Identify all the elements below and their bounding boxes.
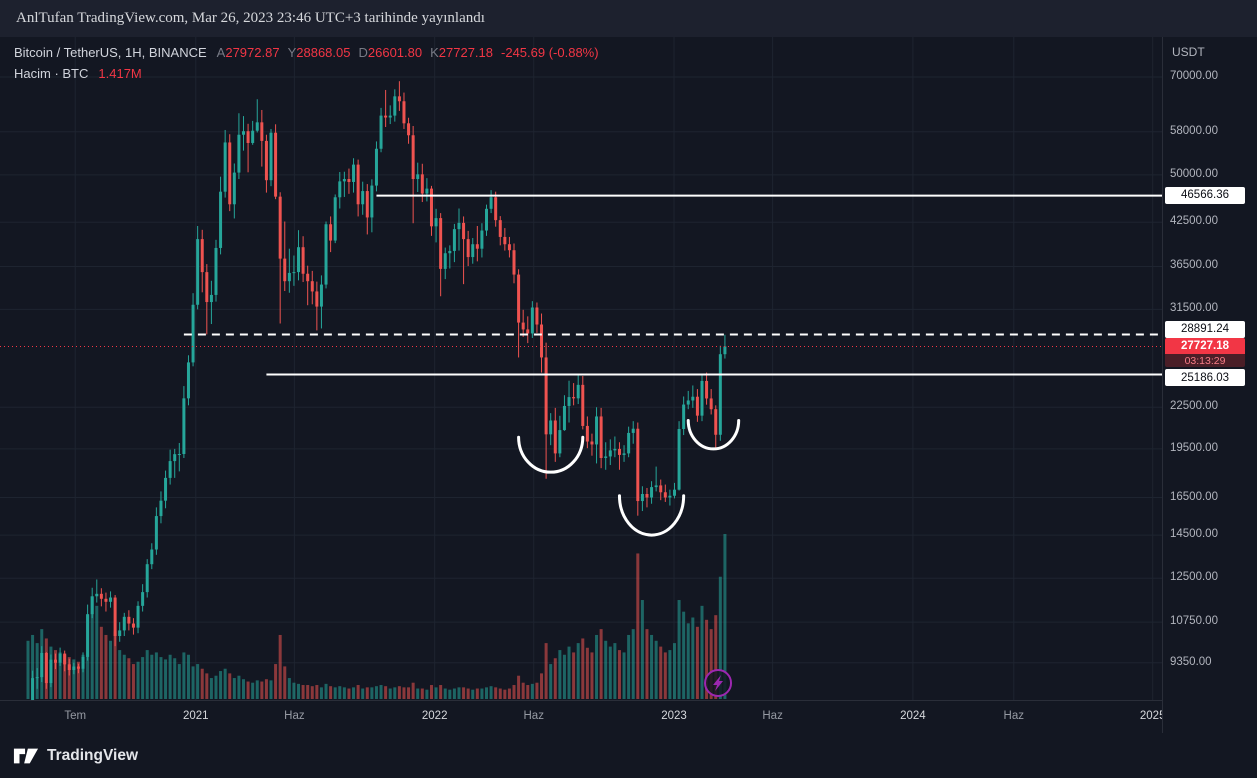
- time-axis-label: 2024: [900, 710, 926, 722]
- time-axis[interactable]: Tem 2021 Haz 2022 Haz 2023 Haz 2024 Haz 2025: [0, 700, 1162, 733]
- price-tick-label: 22500.00: [1170, 400, 1218, 413]
- price-tick-label: 31500.00: [1170, 302, 1218, 315]
- ohlc-low: D26601.80: [358, 45, 423, 60]
- price-tick-label: 12500.00: [1170, 571, 1218, 584]
- tradingview-logo-link[interactable]: TradingView: [13, 745, 138, 767]
- price-tick-label: 42500.00: [1170, 215, 1218, 228]
- price-tick-label: 14500.00: [1170, 528, 1218, 541]
- price-axis[interactable]: USDT 70000.00 58000.00 50000.00 42500.00 365…: [1162, 37, 1257, 733]
- last-price-tag: 27727.18 03:13:29: [1165, 338, 1245, 368]
- volume-value: 1.417M: [98, 66, 142, 81]
- time-axis-label: 2023: [661, 710, 687, 722]
- ohlc-high: Y28868.05: [287, 45, 351, 60]
- currency-label: USDT: [1172, 45, 1205, 59]
- drawing-arcs[interactable]: [517, 418, 741, 537]
- level-price-tag: 25186.03: [1165, 369, 1245, 387]
- price-tick-label: 50000.00: [1170, 167, 1218, 180]
- price-tick-label: 9350.00: [1170, 655, 1212, 668]
- chart-pane[interactable]: Bitcoin / TetherUS, 1H, BINANCE A27972.8…: [0, 37, 1162, 700]
- time-axis-label: 2022: [421, 710, 448, 722]
- chart-widget: Bitcoin / TetherUS, 1H, BINANCE A27972.8…: [0, 37, 1257, 733]
- time-axis-label: Tem: [64, 710, 87, 722]
- attribution-text: AnlTufan TradingView.com, Mar 26, 2023 2…: [16, 10, 485, 26]
- grid-lines: [0, 37, 1162, 700]
- price-tick-label: 19500.00: [1170, 441, 1218, 454]
- last-price-value: 27727.18: [1165, 338, 1245, 355]
- time-axis-label: Haz: [523, 710, 544, 722]
- level-price-tag: 46566.36: [1165, 186, 1245, 204]
- attribution-bar: AnlTufan TradingView.com, Mar 26, 2023 2…: [0, 0, 1257, 37]
- tradingview-brand-text: TradingView: [47, 746, 139, 764]
- change-value: -245.69 (-0.88%): [501, 45, 599, 60]
- time-axis-label: Haz: [762, 710, 783, 722]
- chart-canvas[interactable]: [0, 37, 1162, 700]
- volume-label[interactable]: Hacim · BTC: [14, 66, 89, 81]
- price-tick-label: 10750.00: [1170, 615, 1218, 628]
- time-axis-label: Haz: [284, 710, 305, 722]
- price-tick-label: 58000.00: [1170, 124, 1218, 137]
- price-tick-label: 36500.00: [1170, 259, 1218, 272]
- legend-row-symbol: Bitcoin / TetherUS, 1H, BINANCE A27972.8…: [14, 42, 599, 63]
- footer-bar: TradingView: [0, 733, 1257, 778]
- legend: Bitcoin / TetherUS, 1H, BINANCE A27972.8…: [14, 42, 599, 84]
- price-tick-label: 16500.00: [1170, 490, 1218, 503]
- drawing-level-lines[interactable]: [183, 194, 1162, 376]
- ohlc-close: K27727.18: [430, 45, 494, 60]
- legend-row-volume: Hacim · BTC 1.417M: [14, 63, 599, 84]
- symbol-title[interactable]: Bitcoin / TetherUS, 1H, BINANCE: [14, 45, 207, 60]
- tradingview-logo-icon: [13, 748, 39, 763]
- time-axis-label: 2025: [1139, 710, 1162, 722]
- price-tick-label: 70000.00: [1170, 70, 1218, 82]
- bar-countdown: 03:13:29: [1165, 354, 1245, 368]
- candles: [31, 81, 727, 700]
- volume-bars: [26, 534, 727, 699]
- level-price-tag: 28891.24: [1165, 320, 1245, 338]
- lightning-annotation[interactable]: [704, 669, 733, 697]
- time-axis-label: 2021: [183, 710, 209, 722]
- ohlc-open: A27972.87: [216, 45, 280, 60]
- time-axis-label: Haz: [1003, 710, 1024, 722]
